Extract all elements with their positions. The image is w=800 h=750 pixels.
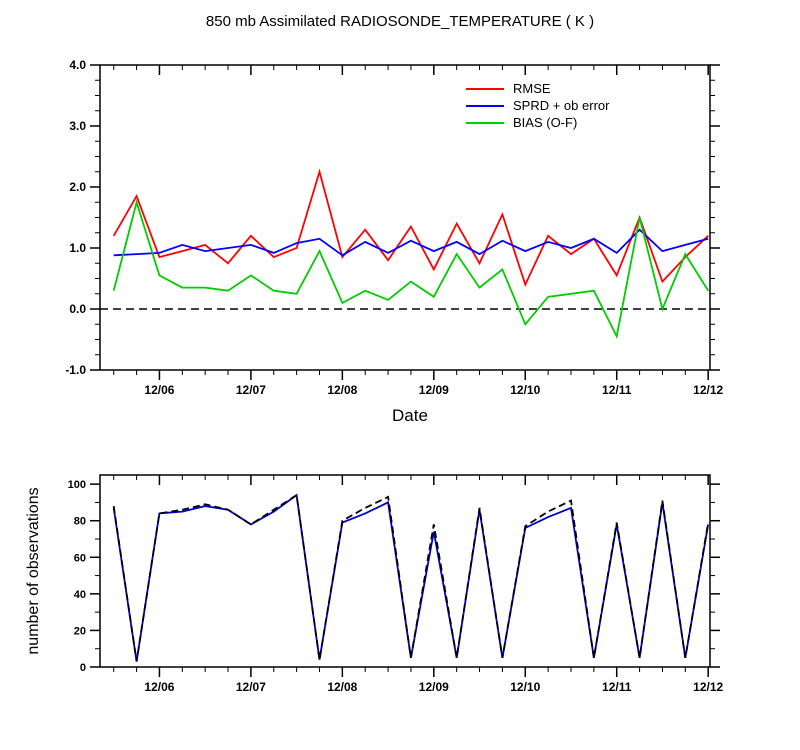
svg-text:12/09: 12/09 <box>419 680 449 694</box>
svg-text:1.0: 1.0 <box>69 241 86 255</box>
svg-text:12/06: 12/06 <box>144 383 174 397</box>
series-bias-o-f- <box>112 199 709 340</box>
svg-text:12/08: 12/08 <box>327 680 357 694</box>
legend-label-bias: BIAS (O-F) <box>513 115 578 130</box>
svg-text:12/07: 12/07 <box>236 680 266 694</box>
legend-item-rmse: RMSE <box>466 80 609 97</box>
svg-text:4.0: 4.0 <box>69 58 86 72</box>
series-rmse <box>112 168 709 288</box>
legend-label-rmse: RMSE <box>513 81 551 96</box>
series-observations-dashed- <box>112 493 710 662</box>
svg-text:3.0: 3.0 <box>69 119 86 133</box>
svg-text:40: 40 <box>74 589 86 601</box>
sprd-line-swatch <box>466 104 504 107</box>
svg-text:0: 0 <box>80 662 86 674</box>
svg-text:0.0: 0.0 <box>69 302 86 316</box>
svg-text:12/12: 12/12 <box>693 383 723 397</box>
svg-text:12/10: 12/10 <box>510 383 540 397</box>
svg-text:12/09: 12/09 <box>419 383 449 397</box>
svg-text:-1.0: -1.0 <box>65 363 86 377</box>
bottom-y-axis-title: number of observations <box>25 487 42 655</box>
svg-text:60: 60 <box>74 552 86 564</box>
series-observations <box>112 493 710 662</box>
svg-text:100: 100 <box>68 479 86 491</box>
svg-text:12/11: 12/11 <box>602 680 632 694</box>
rmse-line-swatch <box>466 87 504 90</box>
svg-text:80: 80 <box>74 516 86 528</box>
chart-title: 850 mb Assimilated RADIOSONDE_TEMPERATUR… <box>205 13 595 30</box>
svg-text:12/08: 12/08 <box>327 383 357 397</box>
svg-text:12/12: 12/12 <box>693 680 723 694</box>
svg-text:12/07: 12/07 <box>236 383 266 397</box>
bias-line-swatch <box>466 121 504 124</box>
x-axis-title: Date <box>392 406 428 425</box>
legend-item-bias: BIAS (O-F) <box>466 114 609 131</box>
svg-text:2.0: 2.0 <box>69 180 86 194</box>
svg-text:12/06: 12/06 <box>144 680 174 694</box>
series-sprd-ob-error <box>113 228 709 257</box>
svg-text:12/11: 12/11 <box>602 383 632 397</box>
svg-text:20: 20 <box>74 625 86 637</box>
svg-text:12/10: 12/10 <box>510 680 540 694</box>
legend: RMSE SPRD + ob error BIAS (O-F) <box>466 80 609 131</box>
legend-item-sprd: SPRD + ob error <box>466 97 609 114</box>
legend-label-sprd: SPRD + ob error <box>513 98 610 113</box>
